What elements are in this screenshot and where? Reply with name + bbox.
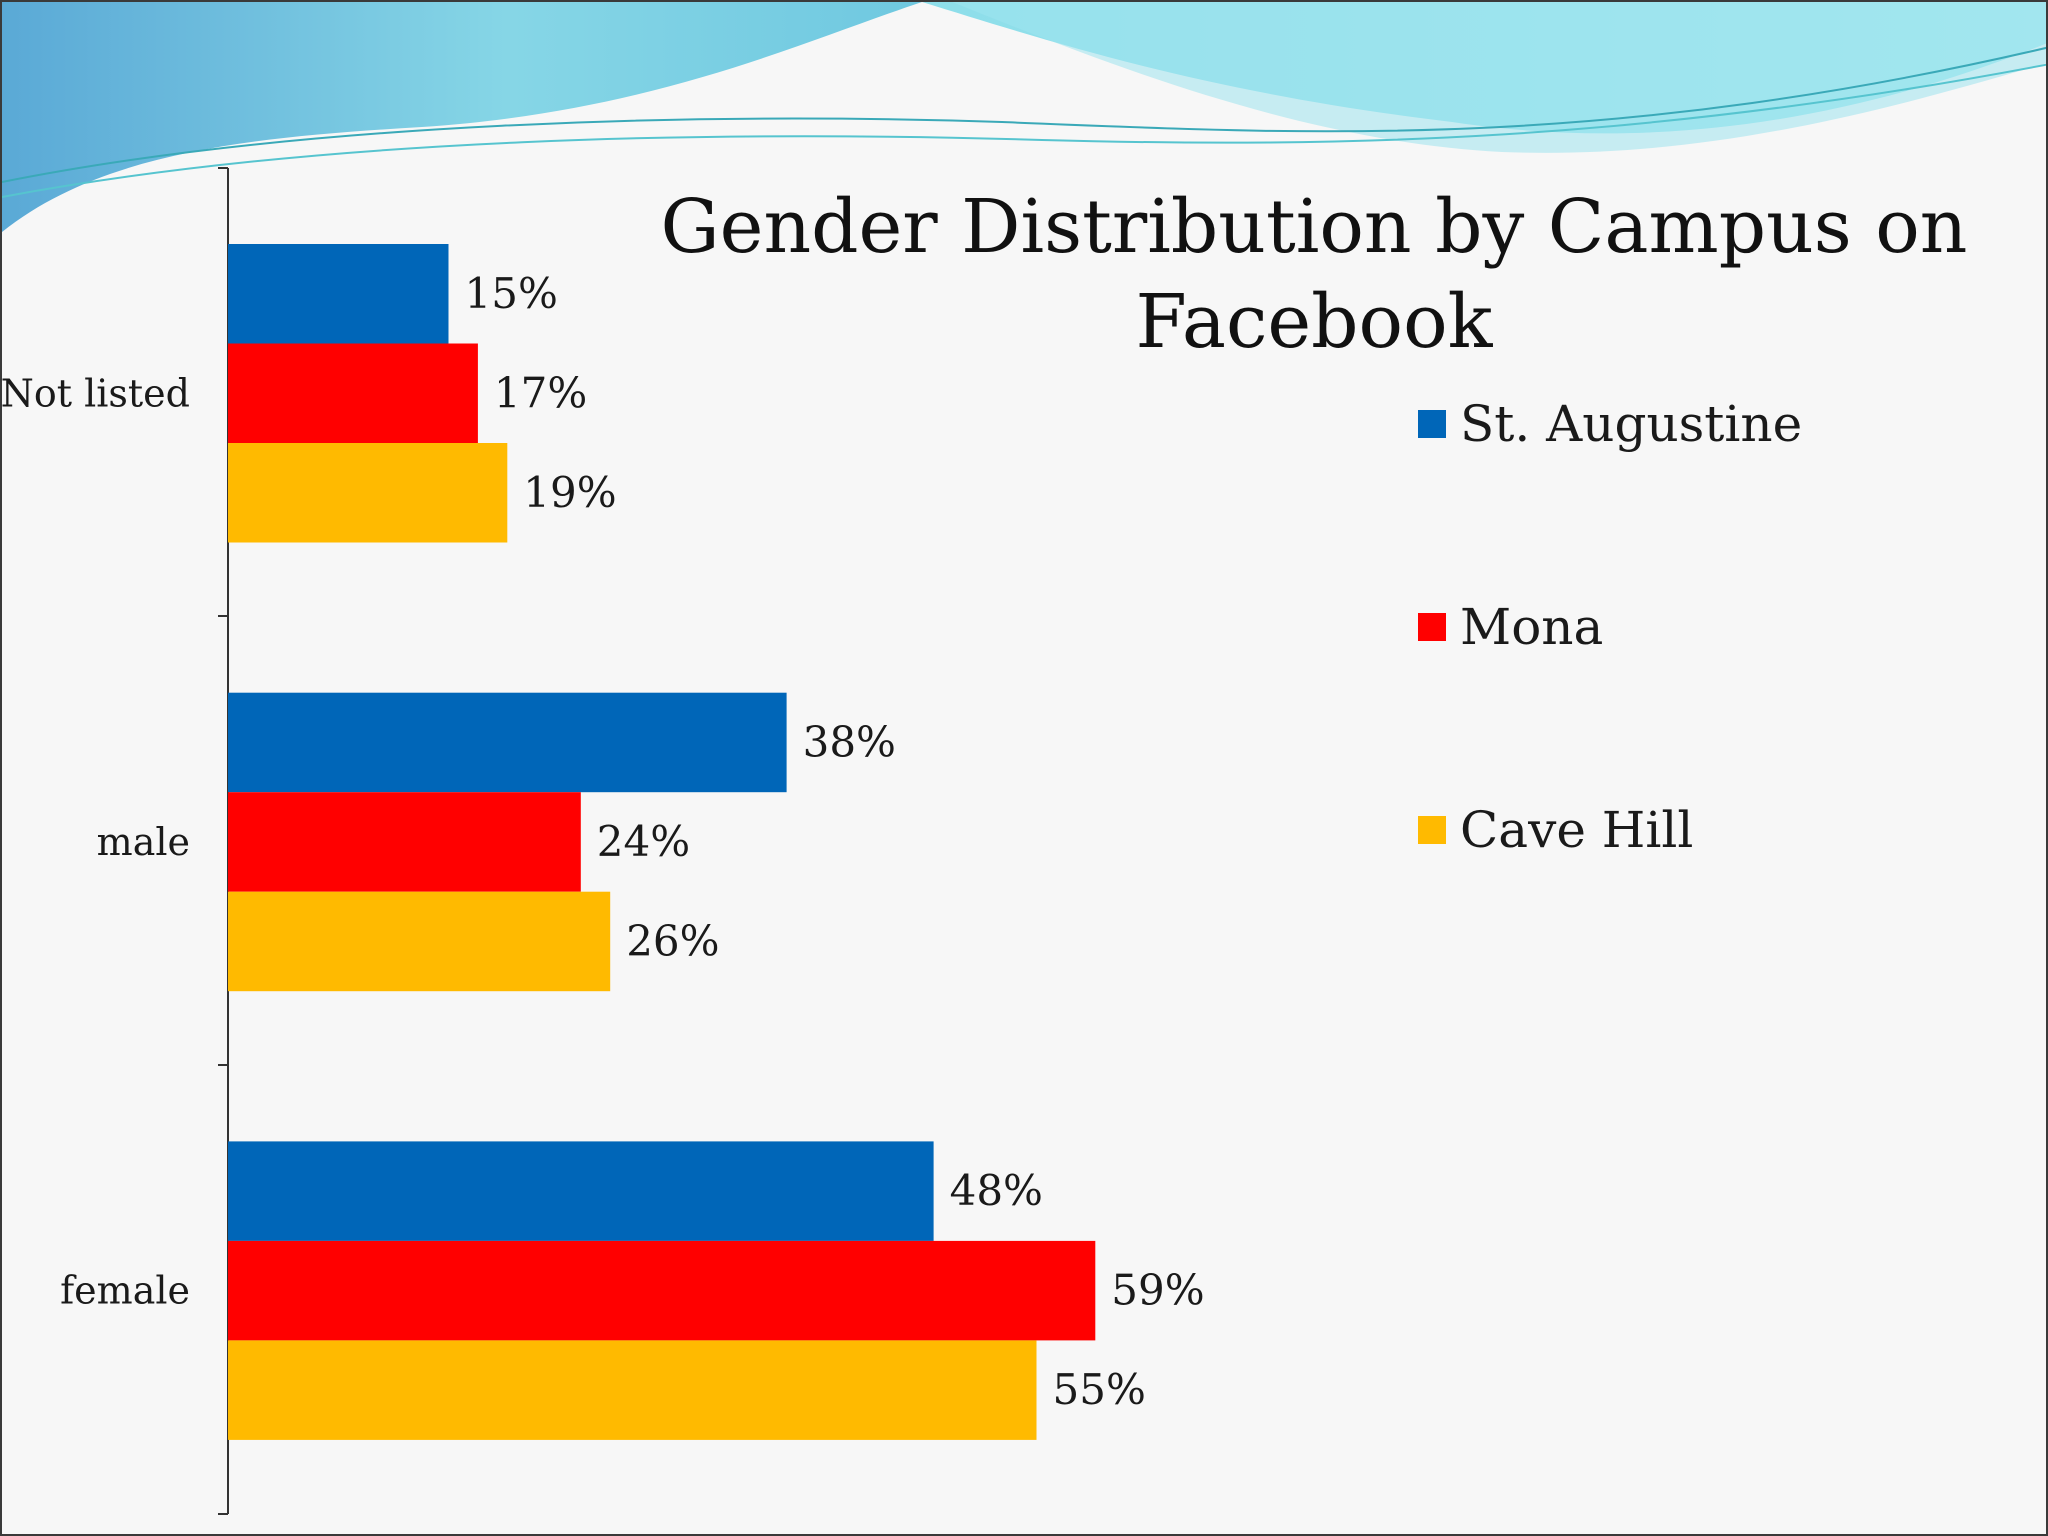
legend: St. Augustine Mona Cave Hill bbox=[1418, 395, 1802, 859]
data-label: 17% bbox=[494, 368, 587, 417]
data-labels-layer: 15% 17% 19% 38% 24% 26% 48% 59% 55% bbox=[465, 269, 1205, 1414]
data-label: 48% bbox=[950, 1166, 1043, 1215]
legend-label: Cave Hill bbox=[1460, 801, 1693, 859]
legend-swatch bbox=[1418, 816, 1446, 844]
header-wave-decoration bbox=[2, 2, 2046, 232]
bar bbox=[228, 1340, 1037, 1440]
bar bbox=[228, 1141, 934, 1241]
category-axis bbox=[218, 167, 229, 1515]
bar bbox=[228, 692, 787, 793]
legend-label: St. Augustine bbox=[1460, 395, 1802, 453]
bar bbox=[228, 244, 449, 344]
data-label: 24% bbox=[597, 817, 690, 866]
bar bbox=[228, 343, 478, 443]
legend-label: Mona bbox=[1460, 598, 1603, 656]
bar bbox=[228, 792, 581, 892]
bar bbox=[228, 891, 611, 992]
data-label: 15% bbox=[465, 269, 558, 318]
data-label: 26% bbox=[626, 916, 719, 965]
category-label: male bbox=[97, 820, 190, 864]
bars-layer bbox=[228, 244, 1096, 1440]
category-label: Not listed bbox=[2, 371, 190, 415]
bar bbox=[228, 1240, 1096, 1341]
legend-swatch bbox=[1418, 410, 1446, 438]
chart-title-line-2: Facebook bbox=[1136, 279, 1494, 365]
data-label: 19% bbox=[523, 468, 616, 517]
legend-swatch bbox=[1418, 613, 1446, 641]
data-label: 59% bbox=[1111, 1266, 1204, 1315]
category-labels-layer: Not listed male female bbox=[2, 371, 190, 1312]
chart-title-line-1: Gender Distribution by Campus on bbox=[661, 184, 1968, 270]
data-label: 55% bbox=[1053, 1365, 1146, 1414]
data-label: 38% bbox=[803, 717, 896, 766]
category-label: female bbox=[60, 1269, 190, 1313]
bar bbox=[228, 443, 508, 543]
